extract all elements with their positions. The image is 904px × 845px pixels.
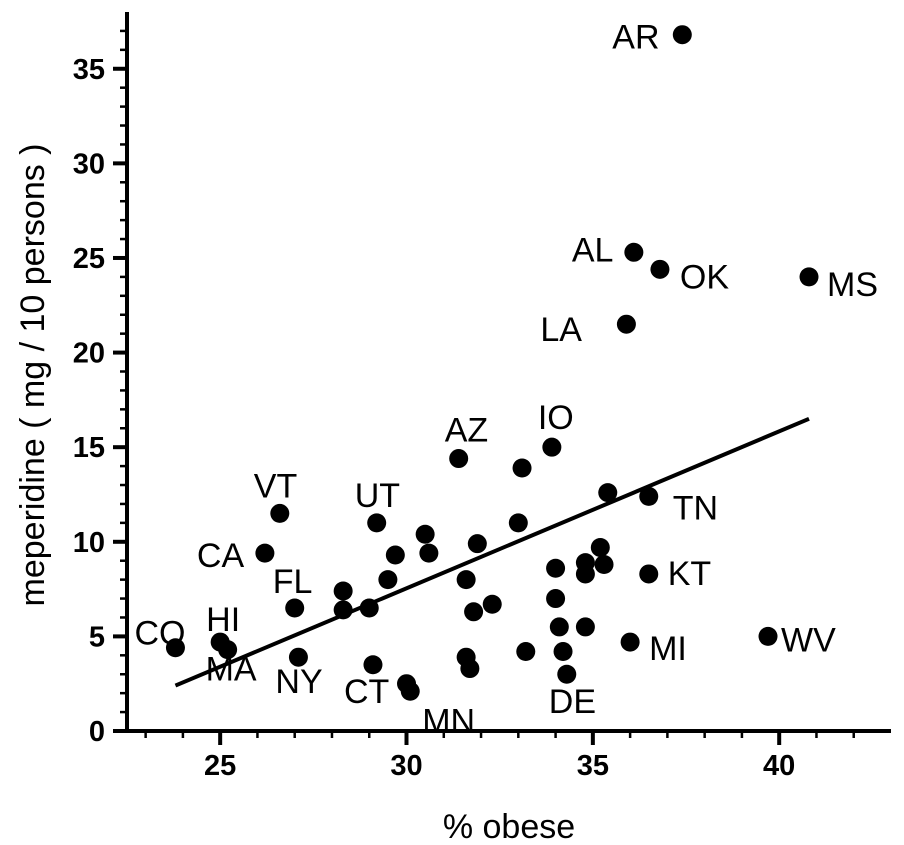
data-point xyxy=(400,681,420,701)
point-labels: AR AL OK MS LA AZ IO VT UT TN CA FL CO HI MA NY CT MN DE MI… xyxy=(134,19,878,741)
x-tick-label: 40 xyxy=(763,750,795,782)
data-point xyxy=(385,545,405,565)
point-label: DE xyxy=(549,683,596,721)
point-label: AZ xyxy=(445,412,488,450)
data-point xyxy=(359,598,379,618)
point-label: OK xyxy=(680,258,729,296)
data-point xyxy=(165,638,185,658)
data-point xyxy=(464,602,484,622)
data-point xyxy=(598,483,618,503)
data-point xyxy=(758,626,778,646)
tick-labels: 0 5 10 15 20 25 30 35 25 30 35 40 xyxy=(73,54,796,782)
data-point xyxy=(616,314,636,334)
data-point xyxy=(590,537,610,557)
data-point xyxy=(456,570,476,590)
data-point xyxy=(624,242,644,262)
x-tick-label: 30 xyxy=(390,750,422,782)
point-label: TN xyxy=(673,489,718,527)
data-point xyxy=(672,25,692,45)
y-axis-title: meperidine ( mg / 10 persons ) xyxy=(14,144,52,607)
data-point xyxy=(553,642,573,662)
data-point xyxy=(546,589,566,609)
data-point xyxy=(542,437,562,457)
data-point xyxy=(285,598,305,618)
data-point xyxy=(620,632,640,652)
trend-line xyxy=(174,416,810,688)
data-point xyxy=(367,513,387,533)
data-point xyxy=(333,600,353,620)
data-point xyxy=(482,594,502,614)
point-label: MS xyxy=(827,266,878,304)
point-label: VT xyxy=(254,467,297,505)
data-point xyxy=(218,640,238,660)
point-label: LA xyxy=(540,311,582,349)
data-point xyxy=(288,647,308,667)
axes xyxy=(113,12,891,745)
x-tick-label: 25 xyxy=(204,750,236,782)
data-point xyxy=(363,655,383,675)
y-tick-label: 15 xyxy=(73,432,105,464)
data-point xyxy=(419,543,439,563)
y-tick-label: 25 xyxy=(73,243,105,275)
y-tick-label: 30 xyxy=(73,148,105,180)
data-point xyxy=(799,267,819,287)
data-point xyxy=(378,570,398,590)
point-label: CO xyxy=(134,615,185,653)
data-point xyxy=(575,564,595,584)
data-point xyxy=(255,543,275,563)
data-point xyxy=(650,259,670,279)
point-label: CT xyxy=(344,673,389,711)
data-point xyxy=(270,503,290,523)
data-point xyxy=(594,554,614,574)
data-points xyxy=(165,25,819,701)
data-point xyxy=(467,534,487,554)
data-point xyxy=(546,558,566,578)
data-point xyxy=(415,524,435,544)
point-label: MN xyxy=(422,702,475,740)
point-label: FL xyxy=(273,563,313,601)
point-label: CA xyxy=(197,537,245,575)
data-point xyxy=(639,486,659,506)
y-tick-label: 20 xyxy=(73,338,105,370)
data-point xyxy=(549,617,569,637)
x-axis-title: % obese xyxy=(443,808,575,845)
point-label: UT xyxy=(355,477,400,515)
data-point xyxy=(449,449,469,469)
data-point xyxy=(512,458,532,478)
point-label: HI xyxy=(206,601,240,639)
data-point xyxy=(516,642,536,662)
y-tick-label: 0 xyxy=(89,716,105,748)
point-label: WV xyxy=(781,621,836,659)
data-point xyxy=(639,564,659,584)
point-label: AR xyxy=(612,19,659,57)
data-point xyxy=(460,659,480,679)
point-label: MI xyxy=(649,630,687,668)
data-point xyxy=(508,513,528,533)
data-point xyxy=(333,581,353,601)
point-label: IO xyxy=(538,399,574,437)
point-label: AL xyxy=(572,231,614,269)
data-point xyxy=(557,664,577,684)
y-tick-label: 35 xyxy=(73,54,105,86)
point-label: NY xyxy=(275,663,322,701)
point-label: KT xyxy=(668,555,711,593)
point-label: MA xyxy=(206,651,257,689)
y-tick-label: 10 xyxy=(73,527,105,559)
data-point xyxy=(575,617,595,637)
x-tick-label: 35 xyxy=(577,750,609,782)
y-tick-label: 5 xyxy=(89,621,105,653)
